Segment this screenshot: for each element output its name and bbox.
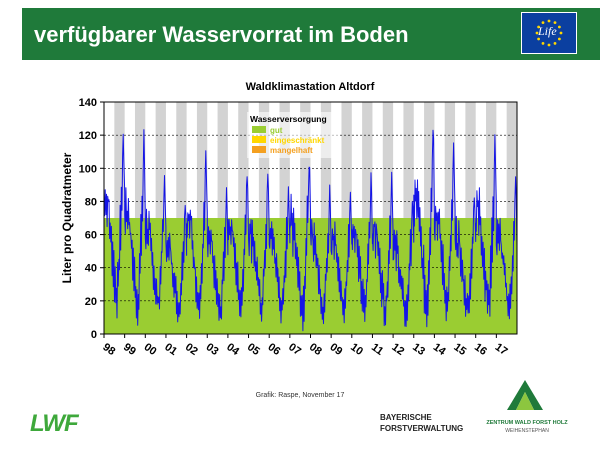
eu-star-icon xyxy=(557,25,561,29)
x-tick-label: 07 xyxy=(286,341,303,358)
series-line xyxy=(103,129,518,332)
legend-label: eingeschränkt xyxy=(270,136,325,145)
x-axis: 98 99 00 01 02 03 04 05 06 07 08 09 10 11 12 13 14 15 16 17 xyxy=(100,334,510,358)
header-band xyxy=(22,8,600,60)
eu-star-icon xyxy=(559,31,563,35)
x-tick-label: 12 xyxy=(389,341,406,358)
zwfh-logo-text: ZENTRUM WALD FORST HOLZ xyxy=(486,420,568,426)
y-tick-label: 100 xyxy=(79,163,97,175)
eu-star-icon xyxy=(557,37,561,41)
legend: Wasserversorgung guteingeschränktmangelh… xyxy=(247,112,339,158)
y-axis-label: Liter pro Quadratmeter xyxy=(60,152,74,283)
y-tick-label: 60 xyxy=(85,230,97,242)
x-tick-label: 09 xyxy=(328,341,345,358)
zwfh-mountain-icon xyxy=(507,380,543,410)
x-tick-label: 08 xyxy=(307,341,324,358)
legend-swatch xyxy=(252,136,266,143)
eu-star-icon xyxy=(537,25,541,29)
legend-swatch xyxy=(252,126,266,133)
x-tick-label: 98 xyxy=(100,341,117,358)
slide-title: verfügbarer Wasservorrat im Boden xyxy=(34,22,409,47)
x-tick-label: 14 xyxy=(431,341,449,358)
legend-title: Wasserversorgung xyxy=(250,114,327,124)
x-tick-label: 02 xyxy=(183,341,200,358)
y-tick-label: 0 xyxy=(91,329,97,341)
x-tick-label: 00 xyxy=(142,341,159,358)
y-tick-label: 120 xyxy=(79,130,97,142)
y-tick-label: 80 xyxy=(85,196,97,208)
eu-star-icon xyxy=(547,19,551,23)
x-tick-label: 13 xyxy=(410,341,427,358)
bfv-line2: FORSTVERWALTUNG xyxy=(380,424,464,433)
lwf-logo: LWF xyxy=(30,410,79,437)
chart-title: Waldklimastation Altdorf xyxy=(246,81,375,93)
legend-label: mangelhaft xyxy=(270,146,313,155)
eu-life-logo xyxy=(521,12,577,54)
x-tick-label: 06 xyxy=(266,341,283,358)
x-tick-label: 04 xyxy=(224,341,242,358)
eu-star-icon xyxy=(541,21,545,25)
x-tick-label: 99 xyxy=(121,341,138,358)
eu-star-icon xyxy=(537,37,541,41)
x-tick-label: 10 xyxy=(348,341,365,358)
eu-life-text: Life xyxy=(538,24,557,38)
bfv-line1: BAYERISCHE xyxy=(380,413,432,422)
zwfh-logo-subtext: WEIHENSTEPHAN xyxy=(505,428,549,434)
x-tick-label: 05 xyxy=(245,341,262,358)
x-tick-label: 11 xyxy=(369,341,385,358)
x-tick-label: 16 xyxy=(472,341,489,358)
eu-star-icon xyxy=(535,31,539,35)
eu-star-icon xyxy=(541,41,545,45)
x-tick-label: 01 xyxy=(162,341,179,358)
legend-label: gut xyxy=(270,126,283,135)
y-tick-label: 20 xyxy=(85,296,97,308)
eu-star-icon xyxy=(547,43,551,47)
x-tick-label: 03 xyxy=(204,341,221,358)
x-tick-label: 15 xyxy=(451,341,468,358)
legend-swatch xyxy=(252,146,266,153)
eu-star-icon xyxy=(553,41,557,45)
bayerische-forstverwaltung-logo: BAYERISCHE FORSTVERWALTUNG xyxy=(380,412,463,434)
x-tick-label: 17 xyxy=(493,341,510,358)
eu-star-icon xyxy=(553,21,557,25)
y-tick-label: 40 xyxy=(85,263,97,275)
y-tick-label: 140 xyxy=(79,97,97,109)
eu-stars-icon xyxy=(535,19,563,47)
slide-header: verfügbarer Wasservorrat im Boden Life xyxy=(0,0,600,66)
chart-credit: Grafik: Raspe, November 17 xyxy=(255,392,345,399)
y-axis: 0 20 40 60 80 100 120 140 xyxy=(79,97,104,341)
